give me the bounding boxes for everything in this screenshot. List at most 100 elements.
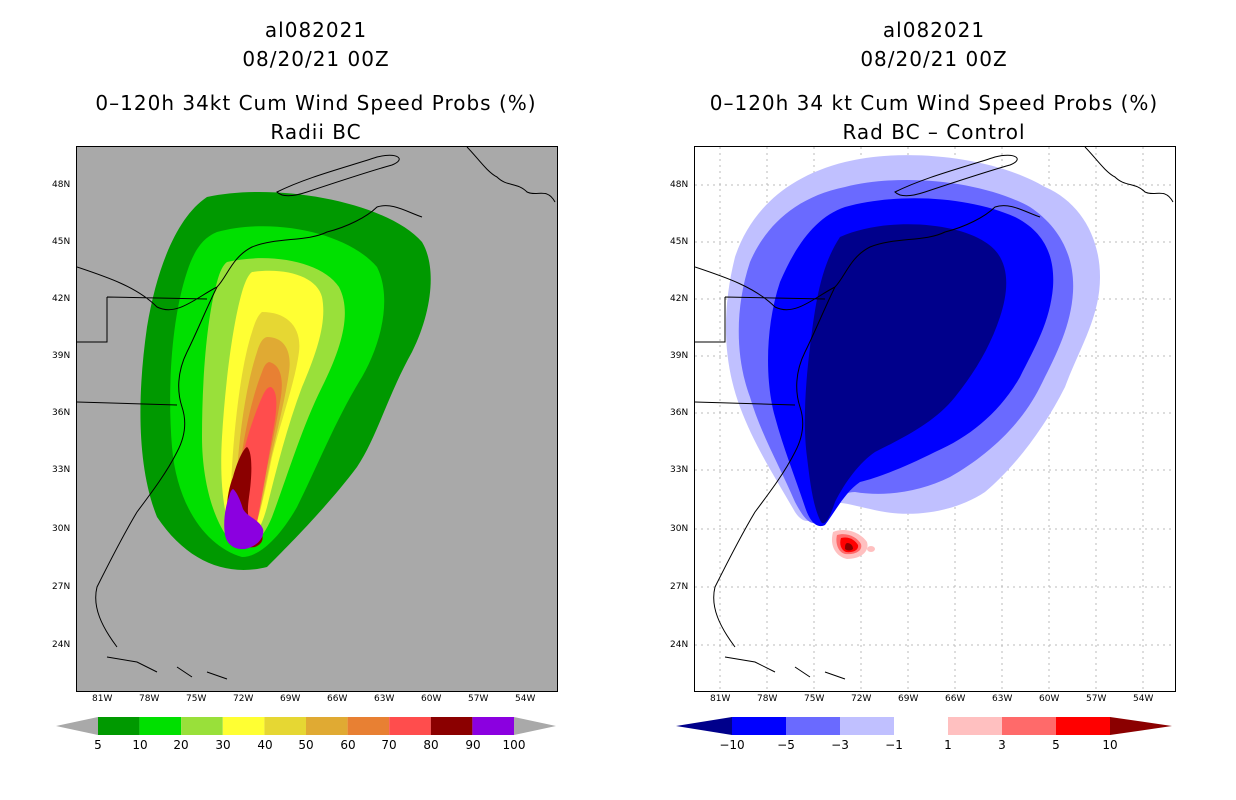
right-caribbean-islands [724,656,846,680]
right-lon-57W: 57W [1086,694,1107,704]
right-cbar-label-plus5: 5 [1052,738,1060,752]
left-lat-39N: 39N [52,351,71,361]
left-cbar-label-60: 60 [340,738,356,752]
left-cbar-label-70: 70 [381,738,397,752]
right-lat-24N: 24N [670,640,689,650]
left-lon-63W: 63W [374,694,395,704]
right-colorbar [676,717,1172,735]
left-lon-54W: 54W [515,694,536,704]
right-colorbar-bin-minus5 [786,717,840,735]
right-map [694,146,1176,692]
left-lon-78W: 78W [139,694,160,704]
left-colorbar [56,717,556,735]
right-lat-48N: 48N [670,180,689,190]
right-lon-63W: 63W [992,694,1013,704]
left-colorbar-bin-5 [98,717,140,735]
right-map-canvas [695,147,1175,691]
left-datetime: 08/20/21 00Z [242,47,390,71]
right-colorbar-high-end [1110,717,1172,735]
left-lat-33N: 33N [52,465,71,475]
left-cbar-label-100: 100 [502,738,526,752]
left-colorbar-bin-60 [347,717,390,735]
right-title: 0–120h 34 kt Cum Wind Speed Probs (%) [709,91,1159,115]
left-lat-30N: 30N [52,524,71,534]
left-colorbar-bin-40 [264,717,306,735]
left-title: 0–120h 34kt Cum Wind Speed Probs (%) [95,91,537,115]
right-lon-54W: 54W [1133,694,1154,704]
right-colorbar-bin-minus3 [840,717,894,735]
right-lat-33N: 33N [670,465,689,475]
right-colorbar-bin-plus5 [1056,717,1110,735]
right-diff-plus1-small [867,546,875,552]
left-lon-75W: 75W [186,694,207,704]
right-lon-69W: 69W [898,694,919,704]
right-cbar-label-minus1: −1 [885,738,903,752]
right-lat-42N: 42N [670,294,689,304]
left-lon-66W: 66W [327,694,348,704]
left-colorbar-bin-10 [139,717,182,735]
left-lon-57W: 57W [468,694,489,704]
right-lat-36N: 36N [670,408,689,418]
left-lon-81W: 81W [92,694,113,704]
left-colorbar-low-end [56,717,98,735]
left-lat-36N: 36N [52,408,71,418]
left-coastline [77,205,423,648]
right-cbar-label-minus10: −10 [719,738,745,752]
left-colorbar-bin-70 [389,717,431,735]
left-cbar-label-20: 20 [173,738,189,752]
left-colorbar-bin-50 [306,717,348,735]
left-map-canvas [77,147,557,691]
right-cbar-label-plus1: 1 [944,738,952,752]
right-colorbar-low-end [676,717,732,735]
left-map [76,146,558,692]
left-colorbar-bin-20 [181,717,223,735]
right-lat-45N: 45N [670,237,689,247]
right-lon-78W: 78W [757,694,778,704]
right-lat-30N: 30N [670,524,689,534]
right-great-lakes [894,154,1018,197]
right-lat-39N: 39N [670,351,689,361]
right-lon-81W: 81W [710,694,731,704]
right-diff-minus10 [804,224,1007,524]
right-lon-75W: 75W [804,694,825,704]
left-lon-69W: 69W [280,694,301,704]
left-prob-90 [224,489,264,550]
right-diff-plus10 [845,543,853,551]
right-colorbar-bin-plus1 [948,717,1002,735]
left-cbar-label-80: 80 [423,738,439,752]
right-subtitle: Rad BC – Control [842,120,1026,144]
left-cbar-label-90: 90 [465,738,481,752]
left-caribbean-islands [106,656,228,680]
right-lon-60W: 60W [1039,694,1060,704]
left-colorbar-bin-30 [222,717,265,735]
right-cbar-label-plus3: 3 [998,738,1006,752]
left-storm-id: al082021 [264,18,368,42]
right-storm-id: al082021 [882,18,986,42]
right-cbar-label-minus5: −5 [777,738,795,752]
left-colorbar-bin-80 [430,717,473,735]
right-lon-66W: 66W [945,694,966,704]
right-cbar-label-minus3: −3 [831,738,849,752]
right-colorbar-bin-minus10 [732,717,786,735]
left-lon-72W: 72W [233,694,254,704]
left-cbar-label-30: 30 [215,738,231,752]
right-colorbar-bin-plus3 [1002,717,1056,735]
left-great-lakes [276,154,400,197]
right-cbar-label-plus10: 10 [1102,738,1118,752]
left-subtitle: Radii BC [270,120,362,144]
right-lat-27N: 27N [670,582,689,592]
left-cbar-label-10: 10 [132,738,148,752]
right-datetime: 08/20/21 00Z [860,47,1008,71]
left-lat-42N: 42N [52,294,71,304]
right-coastline [695,205,1041,648]
left-cbar-label-40: 40 [257,738,273,752]
left-lat-27N: 27N [52,582,71,592]
left-lat-24N: 24N [52,640,71,650]
left-lat-48N: 48N [52,180,71,190]
left-lon-60W: 60W [421,694,442,704]
left-cbar-label-50: 50 [298,738,314,752]
left-colorbar-bin-90 [472,717,514,735]
left-cbar-label-5: 5 [94,738,102,752]
right-canada-coast [1084,147,1174,203]
left-colorbar-high-end [514,717,556,735]
